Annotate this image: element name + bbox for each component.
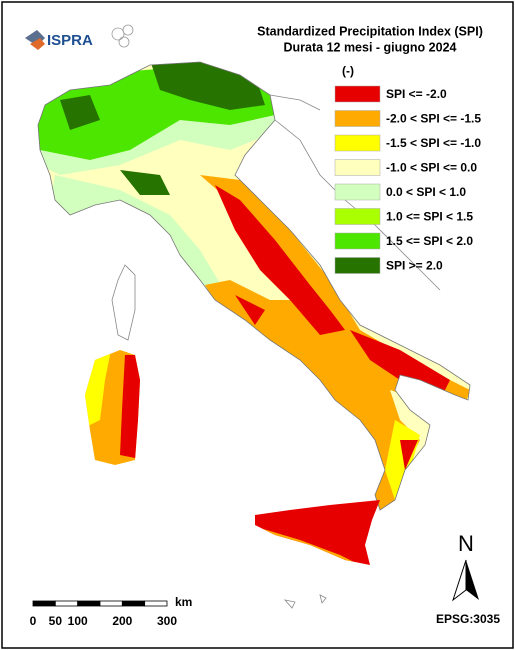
logo-name: ISPRA [47,32,93,49]
legend-swatch [334,159,381,176]
scale-segment [32,600,56,607]
legend-swatch [334,134,381,152]
mainland-outline [37,61,471,511]
scale-tick-label: 200 [112,614,132,628]
islands [283,594,327,609]
legend-label: SPI <= -2.0 [386,87,447,101]
legend-label: -2.0 < SPI <= -1.5 [386,112,481,126]
map-subtitle: Durata 12 mesi - giugno 2024 [284,40,457,54]
scale-segment [99,600,123,607]
projection: EPSG:3035 [436,612,500,626]
legend-label: 1.0 <= SPI < 1.5 [386,210,473,224]
scale-segment [54,600,79,607]
legend-label: SPI >= 2.0 [386,259,443,273]
scale-segment [121,600,146,607]
logo: ISPRA [25,24,134,50]
north-arrow: N [452,531,479,602]
scale-tick-label: 300 [157,614,177,628]
legend-swatch [334,257,381,274]
scale-bar: 0 50 100 200 300 km [30,595,193,628]
scale-tick-label: 0 [30,614,37,628]
legend-swatch [334,232,381,250]
legend-title: (-) [342,64,354,78]
legend-label: 1.5 <= SPI < 2.0 [386,234,473,248]
legend-swatch [334,85,381,103]
scale-segment [77,600,101,607]
legend: (-) SPI <= -2.0 -2.0 < SPI <= -1.5 -1.5 < … [334,64,481,274]
scale-segment [144,600,168,607]
legend-label: -1.0 < SPI <= 0.0 [386,161,477,175]
corsica [111,264,136,341]
legend-label: -1.5 < SPI <= -1.0 [386,136,481,150]
scale-unit: km [175,595,192,609]
north-label: N [458,531,474,556]
scale-tick-label: 50 [49,614,63,628]
map-title: Standardized Precipitation Index (SPI) [257,24,483,38]
legend-swatch [334,110,381,127]
sardinia [85,350,140,465]
scale-tick-label: 100 [68,614,88,628]
legend-swatch [334,183,381,201]
legend-label: 0.0 < SPI < 1.0 [386,185,466,199]
legend-swatch [334,208,381,225]
